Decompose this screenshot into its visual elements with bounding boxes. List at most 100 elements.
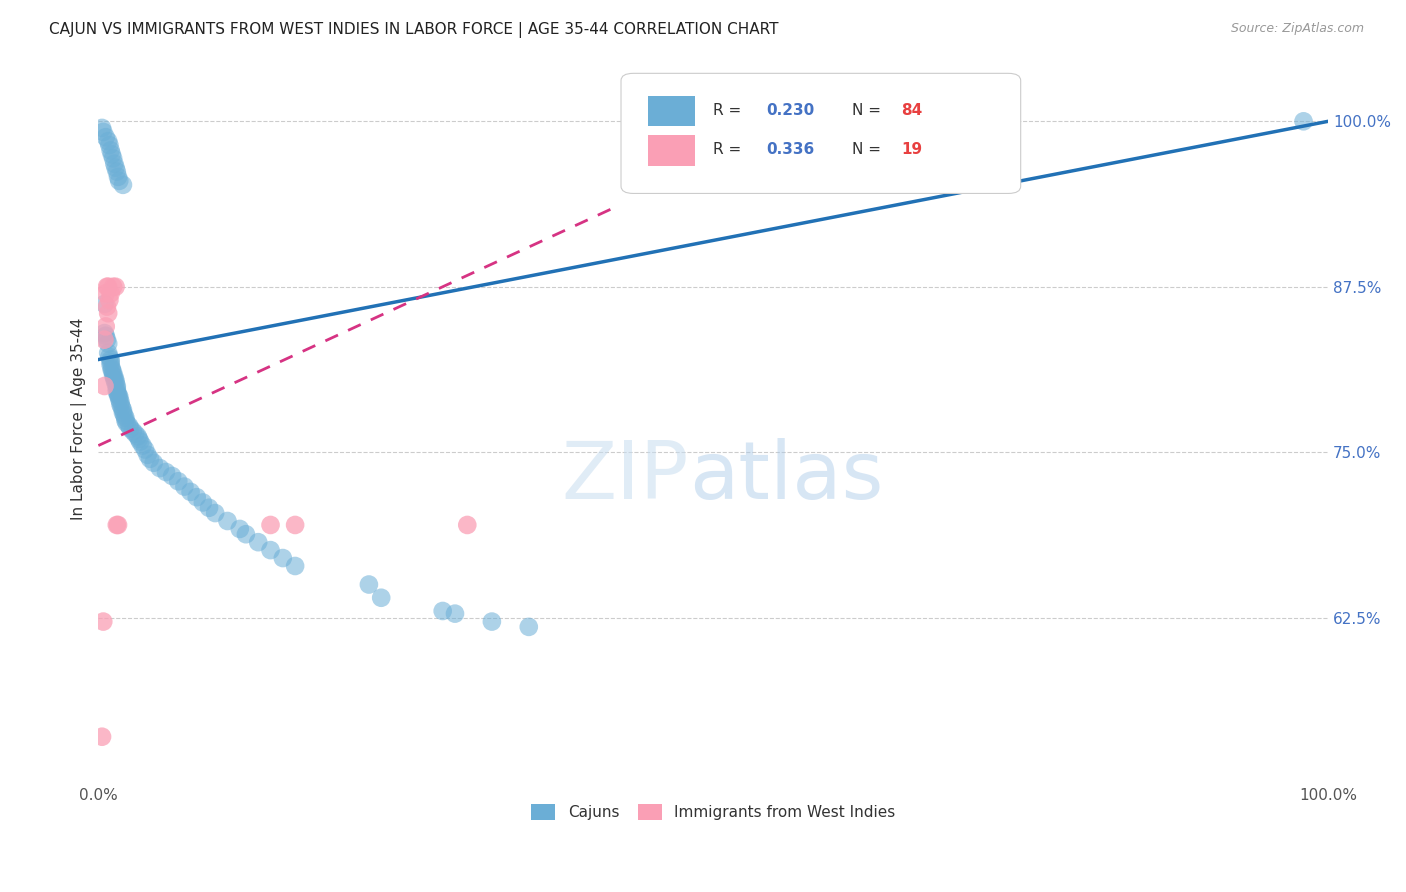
Point — [91, 125, 114, 139]
Point — [101, 363, 124, 377]
Point — [186, 490, 208, 504]
Point — [103, 372, 125, 386]
Point — [136, 448, 159, 462]
Point — [104, 374, 127, 388]
Point — [204, 506, 226, 520]
Point — [100, 286, 122, 301]
Text: N =: N = — [852, 103, 886, 118]
Point — [105, 382, 128, 396]
Point — [155, 465, 177, 479]
Point — [180, 484, 202, 499]
Legend: Cajuns, Immigrants from West Indies: Cajuns, Immigrants from West Indies — [524, 798, 901, 826]
Point — [100, 352, 122, 367]
Text: 0.336: 0.336 — [766, 142, 814, 157]
Point — [107, 169, 129, 184]
Point — [93, 379, 115, 393]
Point — [444, 607, 467, 621]
Point — [517, 620, 540, 634]
Point — [105, 379, 128, 393]
Point — [93, 333, 115, 347]
Point — [96, 333, 118, 347]
Point — [97, 336, 120, 351]
Text: Source: ZipAtlas.com: Source: ZipAtlas.com — [1230, 22, 1364, 36]
Point — [101, 147, 124, 161]
Text: CAJUN VS IMMIGRANTS FROM WEST INDIES IN LABOR FORCE | AGE 35-44 CORRELATION CHAR: CAJUN VS IMMIGRANTS FROM WEST INDIES IN … — [49, 22, 779, 38]
Point — [110, 398, 132, 412]
Point — [103, 369, 125, 384]
Point — [105, 518, 128, 533]
Point — [103, 156, 125, 170]
Point — [104, 376, 127, 391]
Point — [160, 469, 183, 483]
Point — [129, 434, 152, 449]
Point — [198, 500, 221, 515]
Point — [127, 429, 149, 443]
Point — [357, 577, 380, 591]
Point — [94, 130, 117, 145]
Point — [104, 161, 127, 175]
Bar — [648, 136, 695, 166]
Point — [112, 408, 135, 422]
Point — [105, 164, 128, 178]
Point — [432, 604, 454, 618]
Point — [229, 522, 252, 536]
Point — [481, 615, 503, 629]
Point — [167, 475, 190, 489]
Point — [94, 286, 117, 301]
Point — [100, 144, 122, 158]
Point — [101, 152, 124, 166]
Point — [284, 518, 307, 533]
Point — [91, 730, 114, 744]
Point — [139, 451, 162, 466]
Point — [108, 174, 131, 188]
Point — [108, 392, 131, 407]
Point — [118, 418, 141, 433]
Text: R =: R = — [713, 142, 747, 157]
Point — [97, 279, 120, 293]
Point — [98, 293, 121, 307]
Point — [124, 426, 146, 441]
Point — [114, 413, 136, 427]
Point — [107, 518, 129, 533]
Point — [142, 456, 165, 470]
Point — [111, 178, 134, 192]
Point — [259, 518, 281, 533]
Text: N =: N = — [852, 142, 886, 157]
Point — [259, 543, 281, 558]
Point — [111, 405, 134, 419]
Point — [97, 134, 120, 148]
Point — [96, 279, 118, 293]
Text: 0.230: 0.230 — [766, 103, 814, 118]
Point — [100, 355, 122, 369]
Text: atlas: atlas — [689, 438, 883, 516]
Point — [107, 388, 129, 402]
Point — [104, 279, 127, 293]
Point — [94, 319, 117, 334]
Point — [97, 306, 120, 320]
Y-axis label: In Labor Force | Age 35-44: In Labor Force | Age 35-44 — [72, 318, 87, 520]
Point — [131, 439, 153, 453]
FancyBboxPatch shape — [621, 73, 1021, 194]
Point — [101, 368, 124, 383]
Point — [98, 350, 121, 364]
Point — [91, 120, 114, 135]
Text: ZIP: ZIP — [561, 438, 689, 516]
Point — [128, 432, 150, 446]
Point — [120, 421, 142, 435]
Point — [456, 518, 478, 533]
Point — [114, 410, 136, 425]
Point — [134, 442, 156, 457]
Point — [91, 615, 114, 629]
Point — [105, 384, 128, 399]
Text: R =: R = — [713, 103, 747, 118]
Point — [101, 279, 124, 293]
Point — [101, 361, 124, 376]
Point — [247, 535, 270, 549]
Point — [96, 300, 118, 314]
Point — [1292, 114, 1315, 128]
Point — [217, 514, 239, 528]
Text: 84: 84 — [901, 103, 922, 118]
Point — [94, 328, 117, 343]
Point — [100, 358, 122, 372]
Point — [93, 326, 115, 340]
